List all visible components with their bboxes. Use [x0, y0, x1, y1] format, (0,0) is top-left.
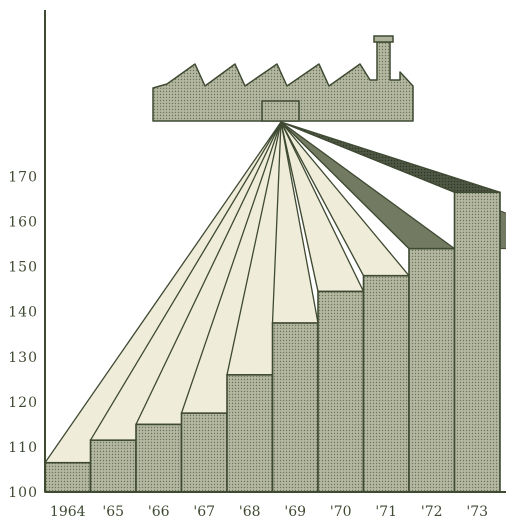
bar-65 [89, 439, 137, 493]
x-tick-70: '70 [330, 504, 352, 520]
x-tick-73: '73 [466, 504, 488, 520]
y-tick-120: 120 [8, 395, 38, 411]
y-tick-130: 130 [8, 350, 38, 366]
x-tick-65: '65 [102, 504, 124, 520]
bar-67 [180, 412, 228, 493]
bar-71 [362, 274, 410, 493]
bar-1964 [44, 461, 92, 493]
factory-icon [152, 35, 414, 122]
bar-66 [135, 423, 183, 493]
y-tick-160: 160 [8, 215, 38, 231]
y-tick-170: 170 [8, 170, 38, 186]
bar-72 [408, 247, 456, 493]
y-tick-labels: 100 110 120 130 140 150 160 170 [8, 170, 38, 501]
bar-70 [317, 290, 365, 493]
x-tick-69: '69 [284, 504, 306, 520]
y-tick-150: 150 [8, 260, 38, 276]
bars [44, 191, 501, 493]
y-tick-100: 100 [8, 485, 38, 501]
bar-69 [271, 322, 319, 493]
x-tick-labels: 1964 '65 '66 '67 '68 '69 '70 '71 '72 '73 [50, 504, 488, 520]
bar-73 [453, 191, 501, 493]
y-tick-110: 110 [8, 440, 38, 456]
x-tick-71: '71 [375, 504, 397, 520]
x-tick-1964: 1964 [50, 504, 86, 520]
y-tick-140: 140 [8, 305, 38, 321]
x-tick-67: '67 [193, 504, 215, 520]
x-tick-72: '72 [421, 504, 443, 520]
x-tick-66: '66 [148, 504, 170, 520]
x-tick-68: '68 [239, 504, 261, 520]
bar-68 [226, 374, 274, 493]
